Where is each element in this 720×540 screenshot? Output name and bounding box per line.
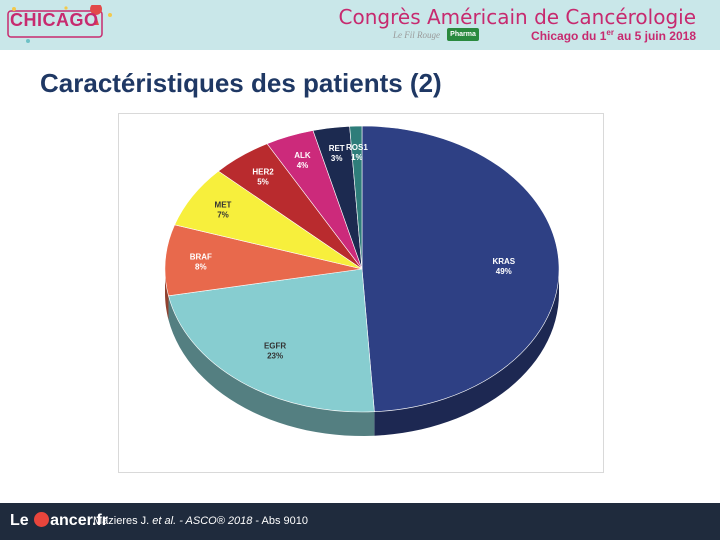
slice-label-kras: KRAS — [492, 257, 515, 266]
pie-side-egfr — [168, 295, 375, 436]
slice-value-egfr: 23% — [267, 351, 283, 360]
c-circle-icon — [34, 512, 50, 527]
slice-label-braf: BRAF — [190, 253, 212, 262]
chart-frame: KRAS 49% EGFR 23% BRAF 8% MET 7% HER2 5% ALK 4% RET 3… — [118, 113, 604, 473]
slice-value-braf: 8% — [195, 263, 207, 272]
congress-subtitle: Chicago du 1er au 5 juin 2018 — [531, 28, 696, 43]
pie-slice-braf — [164, 224, 363, 297]
slide-title: Caractéristiques des patients (2) — [40, 68, 442, 98]
slice-value-ret: 3% — [331, 154, 343, 163]
slice-value-ros1: 1% — [351, 153, 363, 162]
congress-title: Congrès Américain de Cancérologie — [338, 5, 696, 29]
slice-label-met: MET — [215, 200, 232, 209]
slice-label-alk: ALK — [294, 151, 311, 160]
pie-slice-egfr — [168, 268, 375, 413]
header-banner: CHICAGO Congrès Américain de Cancérologi… — [0, 0, 720, 50]
footer-reference: Mazieres J. et al. - ASCO® 2018 - Abs 90… — [93, 515, 308, 527]
slice-label-ros1: ROS1 — [346, 143, 368, 152]
slice-value-kras: 49% — [496, 267, 512, 276]
slice-value-met: 7% — [217, 210, 229, 219]
slice-label-her2: HER2 — [252, 167, 274, 176]
footer-bar: Le ancer.fr Mazieres J. et al. - ASCO® 2… — [0, 503, 720, 540]
pharma-badge: Pharma — [447, 28, 479, 41]
pie-side-braf — [165, 269, 169, 320]
slice-label-ret: RET — [329, 144, 345, 153]
pie-slice-kras — [361, 125, 560, 413]
logo-text: CHICAGO — [10, 10, 99, 30]
slice-value-alk: 4% — [297, 161, 309, 170]
slice-label-egfr: EGFR — [264, 341, 286, 350]
slice-value-her2: 5% — [257, 177, 269, 186]
lecancer-logo: Le ancer.fr — [10, 512, 108, 529]
chicago-logo — [7, 5, 112, 43]
fil-rouge-logo: Le Fil Rouge — [393, 30, 440, 40]
pie-slice-ros1 — [349, 125, 363, 270]
